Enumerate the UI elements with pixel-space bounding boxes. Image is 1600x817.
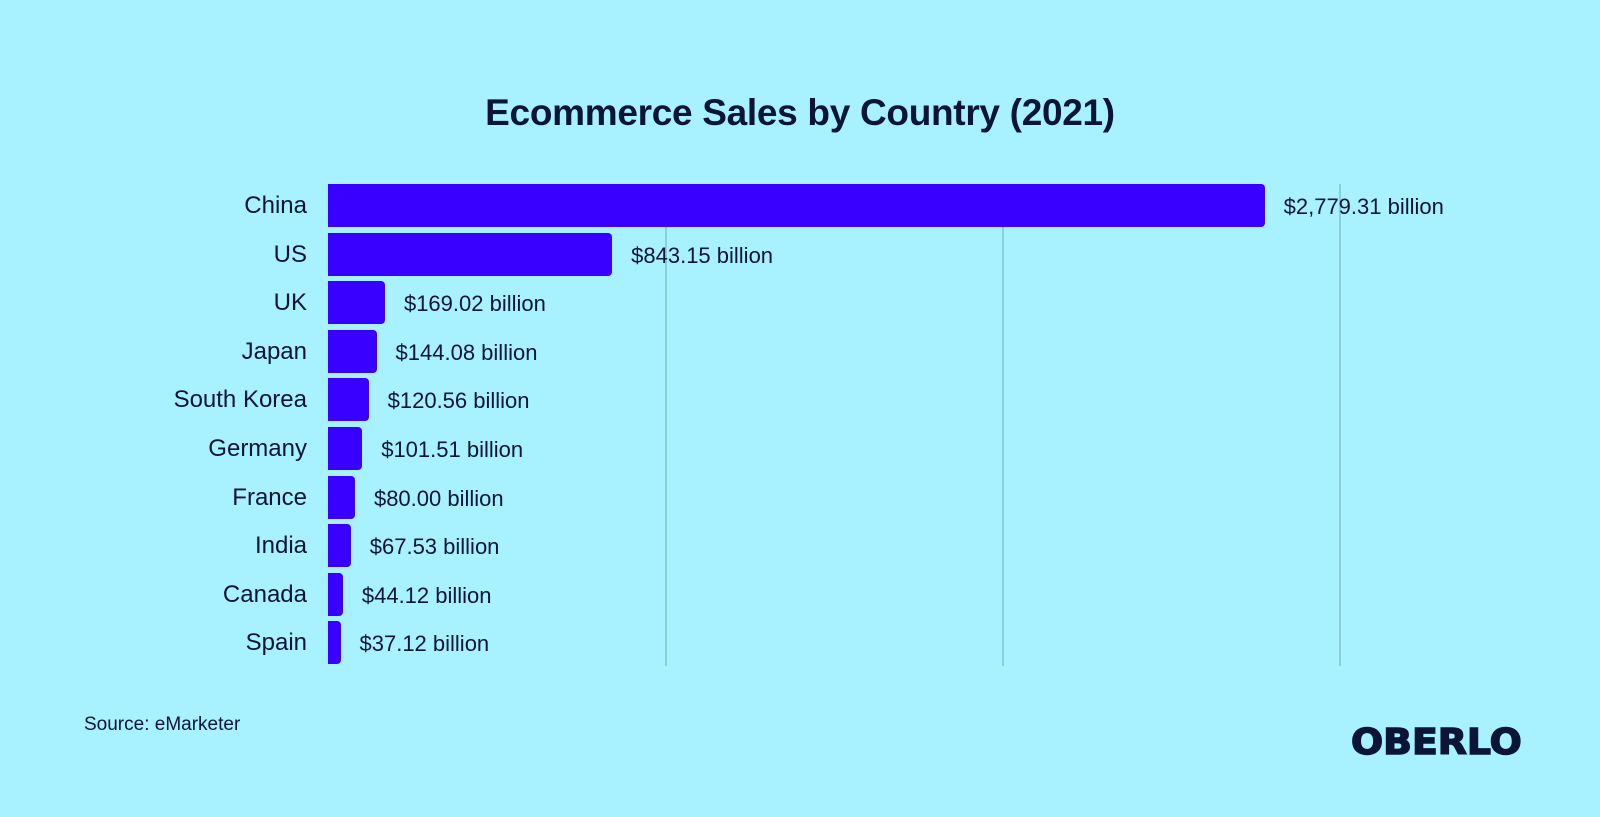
- bar: [328, 427, 363, 470]
- bar-row: US $843.15 billion: [0, 232, 1600, 276]
- bar-row: South Korea $120.56 billion: [0, 378, 1600, 422]
- category-label: UK: [273, 289, 307, 317]
- value-label: $169.02 billion: [403, 291, 546, 317]
- bar-row: France $80.00 billion: [0, 475, 1600, 519]
- oberlo-logo: OBERLO: [1350, 721, 1522, 764]
- bar: [328, 329, 377, 373]
- bar-row: Germany $101.51 billion: [0, 427, 1600, 470]
- source-note: Source: eMarketer: [84, 714, 241, 735]
- bar: [328, 621, 341, 665]
- category-label: France: [232, 483, 307, 511]
- bar-row: UK $169.02 billion: [0, 281, 1600, 325]
- bar-row: China $2,779.31 billion: [0, 184, 1600, 227]
- value-label: $67.53 billion: [369, 534, 500, 560]
- bar: [328, 184, 1265, 227]
- value-label: $2,779.31 billion: [1283, 194, 1444, 219]
- category-label: India: [254, 532, 307, 560]
- category-label: US: [273, 240, 307, 268]
- bar-row: India $67.53 billion: [0, 524, 1600, 568]
- value-label: $80.00 billion: [373, 485, 504, 511]
- bar: [328, 475, 355, 519]
- value-label: $44.12 billion: [361, 582, 492, 608]
- category-label: Canada: [222, 580, 307, 608]
- bar: [328, 572, 343, 616]
- category-label: Japan: [241, 337, 307, 365]
- gridline: [665, 184, 667, 666]
- value-label: $120.56 billion: [387, 388, 530, 414]
- bar-row: Canada $44.12 billion: [0, 572, 1600, 616]
- gridline: [1002, 184, 1004, 666]
- chart-title: Ecommerce Sales by Country (2021): [485, 92, 1115, 133]
- bar: [328, 524, 351, 568]
- gridline: [1339, 184, 1341, 666]
- category-label: South Korea: [173, 386, 307, 414]
- bar-row: Japan $144.08 billion: [0, 329, 1600, 373]
- bar: [328, 378, 369, 422]
- bar: [328, 281, 385, 325]
- value-label: $144.08 billion: [395, 339, 538, 365]
- bar: [328, 232, 613, 276]
- value-label: $37.12 billion: [359, 631, 490, 657]
- bar-row: Spain $37.12 billion: [0, 621, 1600, 665]
- category-label: Spain: [245, 629, 307, 657]
- value-label: $843.15 billion: [631, 242, 774, 268]
- category-label: China: [244, 192, 307, 219]
- category-label: Germany: [208, 435, 307, 462]
- value-label: $101.51 billion: [381, 437, 524, 462]
